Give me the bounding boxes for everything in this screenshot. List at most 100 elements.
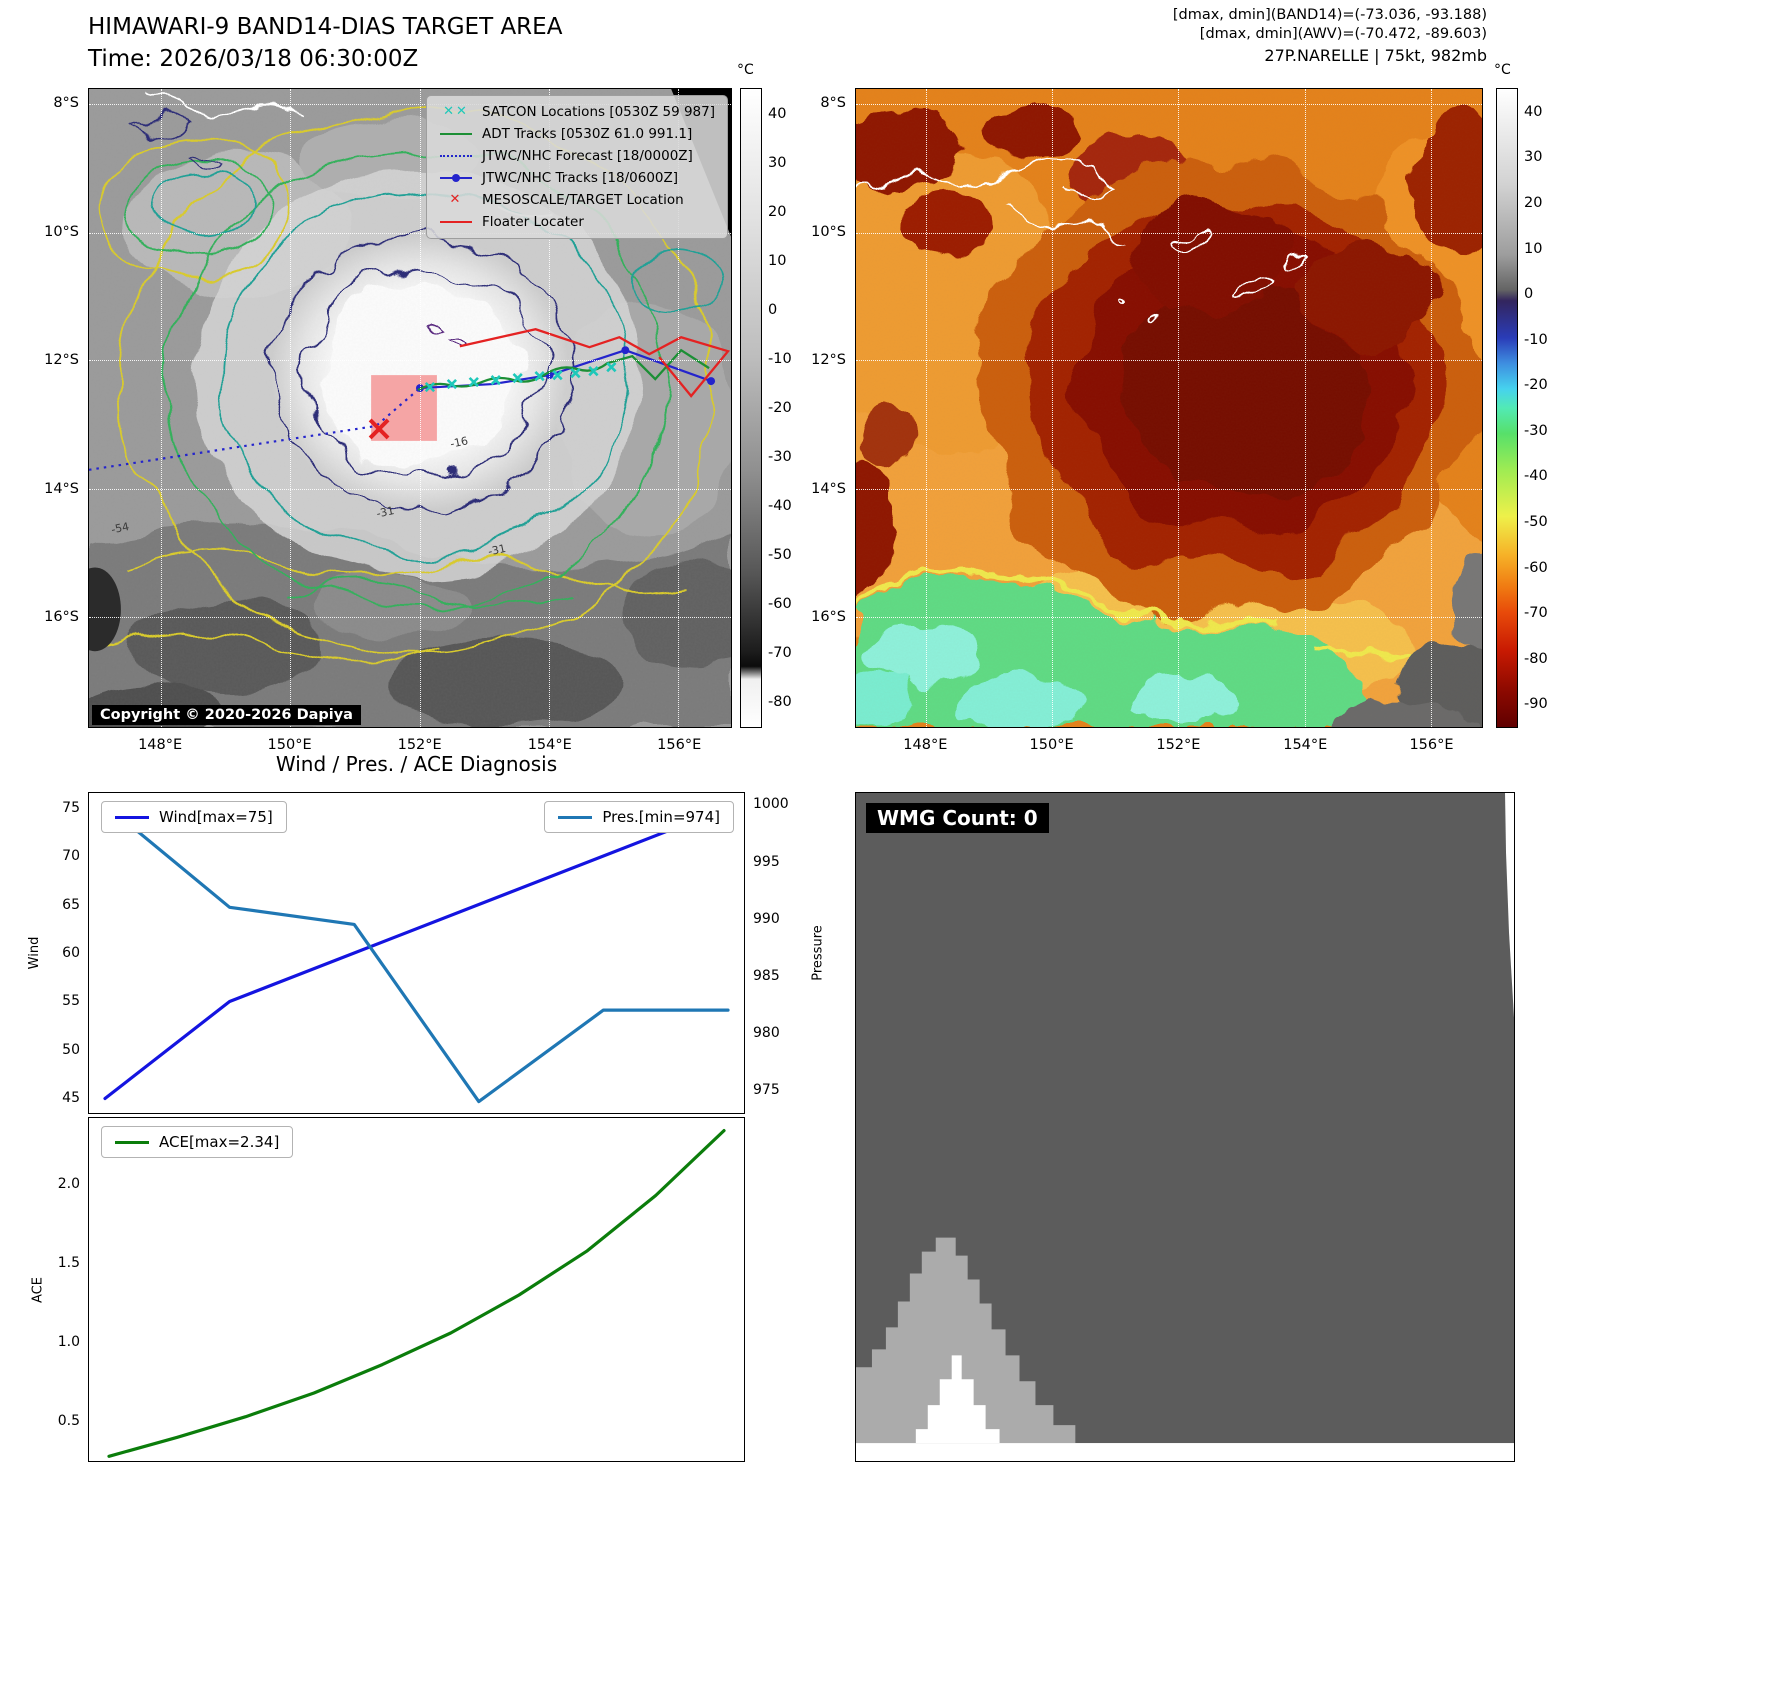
colorbar-tick-label: -60 — [1524, 559, 1548, 576]
series-legend-label: ACE[max=2.34] — [159, 1133, 280, 1151]
lat-tick-label: 8°S — [820, 94, 846, 111]
y-tick-label: 1000 — [753, 796, 789, 813]
colorbar-tick-label: -20 — [768, 400, 792, 416]
y-tick-label: 50 — [62, 1041, 80, 1058]
y-axis-label-right: Pressure — [810, 925, 826, 981]
legend-item: ✕ MESOSCALE/TARGET Location — [439, 192, 715, 208]
legend-line-sample — [440, 133, 472, 135]
colorbar-tick-label: -80 — [768, 694, 792, 711]
y-tick-label: 2.0 — [57, 1176, 80, 1193]
lat-tick-label: 14°S — [44, 481, 79, 498]
colorbar-tick-label: -70 — [768, 645, 792, 662]
gridline-vertical — [926, 89, 928, 727]
y-axis-label-left: ACE — [30, 1276, 46, 1303]
colorbar-tick-label: -30 — [768, 449, 792, 466]
colorbar-tick-label: -10 — [768, 350, 792, 367]
line-marker-icon — [439, 215, 473, 229]
wind-pressure-chart: 45 50 55 60 65 70 75 975 980 985 990 995 1000 Wind[ma… — [27, 792, 825, 1114]
gridline-horizontal — [856, 232, 1482, 234]
dmax-dmin-band14-text: [dmax, dmin](BAND14)=(-73.036, -93.188) — [1172, 7, 1487, 23]
y-tick-label: 975 — [753, 1082, 780, 1099]
gridline-horizontal — [856, 616, 1482, 618]
svg-text:-31: -31 — [375, 504, 395, 520]
gridline-vertical — [1051, 89, 1053, 727]
band14-colorbar: 40 30 20 10 0 -10 -20 -30 -40 -50 -60 -70 -80 — [740, 88, 792, 728]
dmax-dmin-awv-text: [dmax, dmin](AWV)=(-70.472, -89.603) — [1199, 26, 1487, 42]
colorbar-tick-label: 10 — [768, 252, 787, 269]
lat-tick-label: 8°S — [53, 94, 79, 111]
colorbar-tick-label: -90 — [1524, 696, 1548, 713]
colorbar-tick-label: -70 — [1524, 605, 1548, 622]
colorbar-tick-label: -20 — [1524, 377, 1548, 394]
lat-tick-label: 16°S — [44, 609, 79, 626]
colorbar-tick-label: 40 — [1524, 103, 1543, 120]
series-legend-label: Wind[max=75] — [159, 808, 273, 826]
gridline-vertical — [1430, 89, 1432, 727]
chart1-canvas — [103, 802, 730, 1104]
line-marker-icon — [439, 149, 473, 163]
awv-map-area — [855, 88, 1483, 728]
y-tick-label: 990 — [753, 910, 780, 927]
gridline-vertical — [1178, 89, 1180, 727]
colorbar-tick-label: 10 — [1524, 240, 1543, 257]
colorbar-tick-label: -40 — [1524, 468, 1548, 485]
gridline-vertical — [419, 89, 421, 727]
lon-tick-label: 154°E — [1283, 737, 1328, 753]
lon-tick-label: 156°E — [1409, 737, 1454, 753]
svg-text:-54: -54 — [110, 520, 130, 536]
awv-header-block: [dmax, dmin](BAND14)=(-73.036, -93.188) … — [1173, 6, 1487, 65]
colorbar-tick-label: 40 — [768, 105, 787, 122]
y-tick-label: 980 — [753, 1025, 780, 1041]
series-legend-line — [115, 815, 149, 819]
gridline-vertical — [289, 89, 291, 727]
diagnosis-title: Wind / Pres. / ACE Diagnosis — [275, 752, 558, 776]
legend-dot-sample — [452, 174, 460, 182]
series-legend: ACE[max=2.34] — [101, 1126, 294, 1158]
lat-tick-label: 12°S — [811, 352, 846, 368]
gridline-horizontal — [89, 232, 731, 234]
legend-item: JTWC/NHC Tracks [18/0600Z] — [439, 170, 715, 186]
colorbar-tick-label: -50 — [768, 547, 792, 564]
legend-item: ✕✕ SATCON Locations [0530Z 59 987] — [439, 104, 715, 120]
legend-label: MESOSCALE/TARGET Location — [482, 192, 684, 208]
legend-line-sample — [440, 221, 472, 223]
series-legend-label: Pres.[min=974] — [602, 808, 720, 826]
band14-panel-subtitle: Time: 2026/03/18 06:30:00Z — [88, 46, 419, 72]
svg-text:-16: -16 — [449, 434, 469, 450]
colorbar-tick-label: -10 — [1524, 331, 1548, 348]
lat-tick-label: 10°S — [44, 224, 79, 240]
colorbar-tick-label: -30 — [1524, 422, 1548, 439]
legend-line-sample — [440, 155, 472, 157]
awv-satellite-image — [856, 89, 1482, 727]
lat-tick-label: 10°S — [811, 224, 846, 240]
y-tick-label: 1.0 — [57, 1334, 80, 1351]
colorbar-tick-label: 20 — [768, 203, 787, 220]
y-tick-label: 65 — [62, 896, 80, 913]
lon-tick-label: 150°E — [1029, 737, 1074, 753]
gridline-horizontal — [856, 360, 1482, 362]
colorbar-tick-label: -50 — [1524, 513, 1548, 530]
series-legend: Wind[max=75] — [101, 801, 287, 833]
colorbar-tick-label: -40 — [768, 498, 792, 515]
gridline-horizontal — [856, 489, 1482, 491]
gridline-horizontal — [856, 103, 1482, 105]
colorbar-tick-label: 0 — [768, 301, 778, 318]
colorbar-tick-label: 30 — [1524, 149, 1543, 166]
gridline-vertical — [160, 89, 162, 727]
gridline-vertical — [549, 89, 551, 727]
gridline-horizontal — [89, 360, 731, 362]
y-tick-label: 985 — [753, 967, 780, 984]
map-legend: ✕✕ SATCON Locations [0530Z 59 987] ADT Tra… — [426, 95, 728, 239]
awv-colorbar-unit: °C — [1494, 62, 1511, 78]
lat-tick-label: 12°S — [44, 352, 79, 368]
legend-label: SATCON Locations [0530Z 59 987] — [482, 104, 715, 120]
awv-map-panel: 8°S 10°S 12°S 14°S 16°S 148°E 150°E 152°E 154°E 1… — [811, 88, 1483, 753]
colorbar-tick-label: -80 — [1524, 650, 1548, 667]
storm-identity-text: 27P.NARELLE | 75kt, 982mb — [1264, 46, 1487, 65]
colorbar-tick-label: 0 — [1524, 286, 1534, 303]
colorbar-tick-label: 30 — [768, 154, 787, 171]
legend-item: JTWC/NHC Forecast [18/0000Z] — [439, 148, 715, 164]
lon-tick-label: 148°E — [903, 737, 948, 753]
y-tick-label: 1.5 — [57, 1255, 80, 1272]
gridline-vertical — [678, 89, 680, 727]
